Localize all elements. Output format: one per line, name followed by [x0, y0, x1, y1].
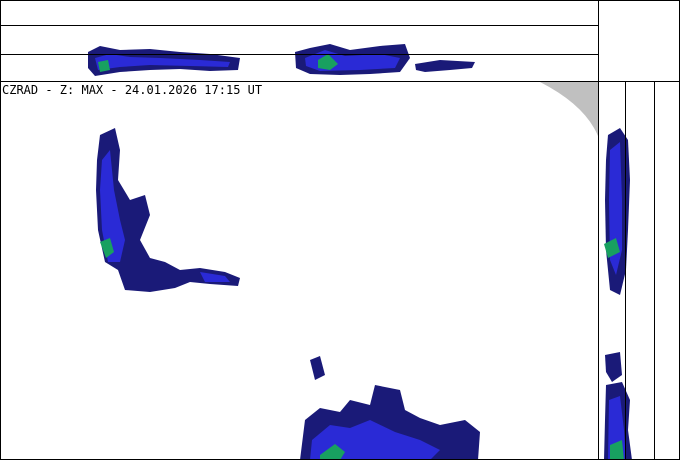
product-title: CZRAD - Z: MAX - 24.01.2026 17:15 UT — [2, 83, 262, 97]
main-echoes — [96, 128, 480, 460]
out-of-range-area — [540, 82, 598, 136]
right-projection-echoes — [604, 128, 632, 460]
top-projection-echoes — [88, 44, 475, 76]
